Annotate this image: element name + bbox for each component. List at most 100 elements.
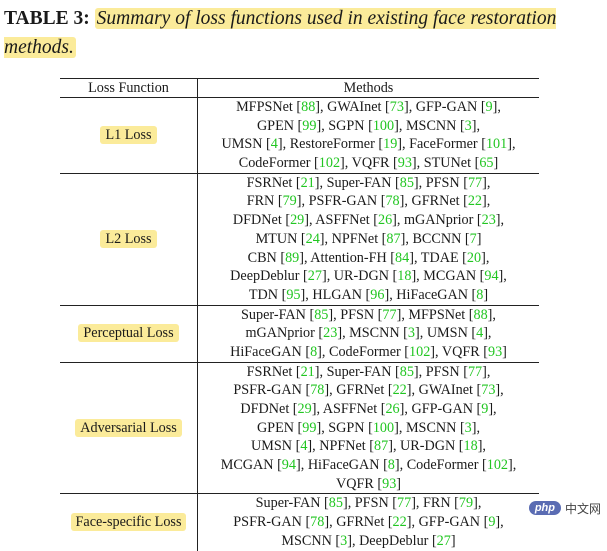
citation-link[interactable]: 21 xyxy=(300,174,315,191)
citation-link[interactable]: 19 xyxy=(383,136,398,153)
methods-line: MCGAN [94], HiFaceGAN [8], CodeFormer [1… xyxy=(220,457,517,474)
table-row: Adversarial Loss FSRNet [21], Super-FAN [… xyxy=(60,362,539,495)
loss-function-label: L1 Loss xyxy=(100,125,157,144)
citation-link[interactable]: 99 xyxy=(302,419,317,436)
php-logo: php xyxy=(528,501,561,515)
citation-link[interactable]: 93 xyxy=(487,343,503,360)
loss-function-cell: L1 Loss xyxy=(60,97,198,174)
citation-link[interactable]: 9 xyxy=(485,99,493,115)
citation-link[interactable]: 24 xyxy=(305,230,320,247)
methods-line: MFPSNet [88], GWAInet [73], GFP-GAN [9], xyxy=(236,99,501,115)
citation-link[interactable]: 77 xyxy=(467,363,483,380)
citation-link[interactable]: 102 xyxy=(409,343,431,360)
methods-line: DFDNet [29], ASFFNet [26], GFP-GAN [9], xyxy=(240,401,497,417)
loss-function-label: Face-specific Loss xyxy=(70,512,187,531)
loss-function-cell: L2 Loss xyxy=(60,173,198,306)
citation-link[interactable]: 29 xyxy=(290,212,305,229)
citation-link[interactable]: 8 xyxy=(310,343,318,360)
citation-link[interactable]: 21 xyxy=(300,363,315,380)
methods-line: PSFR-GAN [78], GFRNet [22], GFP-GAN [9], xyxy=(233,514,504,531)
methods-line: DFDNet [29], ASFFNet [26], mGANprior [23… xyxy=(232,212,505,229)
citation-link[interactable]: 88 xyxy=(301,99,316,115)
methods-line: MTUN [24], NPFNet [87], BCCNN [7] xyxy=(255,230,482,247)
methods-cell: MFPSNet [88], GWAInet [73], GFP-GAN [9],… xyxy=(197,97,539,174)
citation-link[interactable]: 73 xyxy=(481,382,496,399)
citation-link[interactable]: 3 xyxy=(407,325,415,342)
citation-link[interactable]: 87 xyxy=(386,230,401,247)
loss-function-label: L2 Loss xyxy=(100,229,157,248)
loss-function-label: Perceptual Loss xyxy=(78,324,179,343)
citation-link[interactable]: 9 xyxy=(481,401,489,417)
citation-link[interactable]: 3 xyxy=(464,117,472,134)
methods-cell: FSRNet [21], Super-FAN [85], PFSN [77], F… xyxy=(197,173,539,306)
table-row: Perceptual Loss Super-FAN [85], PFSN [77]… xyxy=(60,305,539,363)
citation-link[interactable]: 4 xyxy=(300,438,308,455)
citation-link[interactable]: 9 xyxy=(488,514,496,531)
citation-link[interactable]: 79 xyxy=(282,193,297,210)
citation-link[interactable]: 18 xyxy=(397,268,412,285)
citation-link[interactable]: 100 xyxy=(372,117,395,134)
methods-cell: Super-FAN [85], PFSN [77], FRN [79], PSFR… xyxy=(198,494,540,551)
loss-function-label: Adversarial Loss xyxy=(75,418,182,437)
citation-link[interactable]: 77 xyxy=(382,306,397,323)
citation-link[interactable]: 78 xyxy=(310,514,325,531)
citation-link[interactable]: 84 xyxy=(395,249,410,266)
citation-link[interactable]: 88 xyxy=(473,306,488,323)
citation-link[interactable]: 26 xyxy=(385,401,400,417)
loss-functions-table: Loss Function Methods L1 Loss MFPSNet [88… xyxy=(60,78,539,551)
citation-link[interactable]: 3 xyxy=(340,532,348,549)
citation-link[interactable]: 102 xyxy=(318,155,341,172)
citation-link[interactable]: 85 xyxy=(399,174,414,191)
table-row: L2 Loss FSRNet [21], Super-FAN [85], PFSN… xyxy=(60,173,539,306)
citation-link[interactable]: 22 xyxy=(467,193,483,210)
citation-link[interactable]: 85 xyxy=(328,495,343,512)
citation-link[interactable]: 27 xyxy=(436,532,451,549)
citation-link[interactable]: 22 xyxy=(392,514,407,531)
citation-link[interactable]: 3 xyxy=(464,419,472,436)
citation-link[interactable]: 77 xyxy=(397,495,412,512)
citation-link[interactable]: 87 xyxy=(374,438,389,455)
citation-link[interactable]: 7 xyxy=(469,230,477,247)
methods-line: UMSN [4], RestoreFormer [19], FaceFormer… xyxy=(221,136,516,153)
citation-link[interactable]: 27 xyxy=(307,268,322,285)
citation-link[interactable]: 65 xyxy=(479,155,494,172)
citation-link[interactable]: 96 xyxy=(370,286,385,303)
citation-link[interactable]: 102 xyxy=(486,457,508,474)
citation-link[interactable]: 100 xyxy=(372,419,395,436)
loss-function-cell: Face-specific Loss xyxy=(60,493,198,551)
methods-line: Super-FAN [85], PFSN [77], FRN [79], xyxy=(255,495,482,512)
table-row: Face-specific Loss Super-FAN [85], PFSN [… xyxy=(60,493,540,551)
citation-link[interactable]: 29 xyxy=(297,401,312,417)
citation-link[interactable]: 94 xyxy=(484,268,499,285)
citation-link[interactable]: 78 xyxy=(385,193,400,210)
citation-link[interactable]: 8 xyxy=(387,457,395,474)
methods-line: FSRNet [21], Super-FAN [85], PFSN [77], xyxy=(246,174,491,191)
methods-line: CBN [89], Attention-FH [84], TDAE [20], xyxy=(247,249,490,266)
citation-link[interactable]: 94 xyxy=(281,457,296,474)
citation-link[interactable]: 73 xyxy=(389,99,404,115)
citation-link[interactable]: 23 xyxy=(323,325,338,342)
citation-link[interactable]: 85 xyxy=(399,363,414,380)
methods-line: UMSN [4], NPFNet [87], UR-DGN [18], xyxy=(251,438,486,455)
citation-link[interactable]: 26 xyxy=(377,212,393,229)
citation-link[interactable]: 23 xyxy=(481,212,496,229)
citation-link[interactable]: 22 xyxy=(392,382,407,399)
citation-link[interactable]: 20 xyxy=(466,249,482,266)
citation-link[interactable]: 93 xyxy=(397,155,412,172)
citation-link[interactable]: 18 xyxy=(463,438,478,455)
citation-link[interactable]: 99 xyxy=(302,117,317,134)
watermark: php 中文网 xyxy=(528,497,601,519)
citation-link[interactable]: 79 xyxy=(458,495,474,512)
citation-link[interactable]: 93 xyxy=(382,475,397,492)
citation-link[interactable]: 85 xyxy=(314,306,329,323)
citation-link[interactable]: 95 xyxy=(286,286,301,303)
citation-link[interactable]: 4 xyxy=(476,325,484,342)
citation-link[interactable]: 101 xyxy=(485,136,508,153)
citation-link[interactable]: 89 xyxy=(285,249,300,266)
methods-line: PSFR-GAN [78], GFRNet [22], GWAInet [73]… xyxy=(233,382,504,399)
citation-link[interactable]: 78 xyxy=(310,382,325,399)
loss-function-cell: Adversarial Loss xyxy=(60,362,198,495)
citation-link[interactable]: 4 xyxy=(270,136,278,153)
citation-link[interactable]: 77 xyxy=(467,174,483,191)
citation-link[interactable]: 8 xyxy=(476,286,484,303)
